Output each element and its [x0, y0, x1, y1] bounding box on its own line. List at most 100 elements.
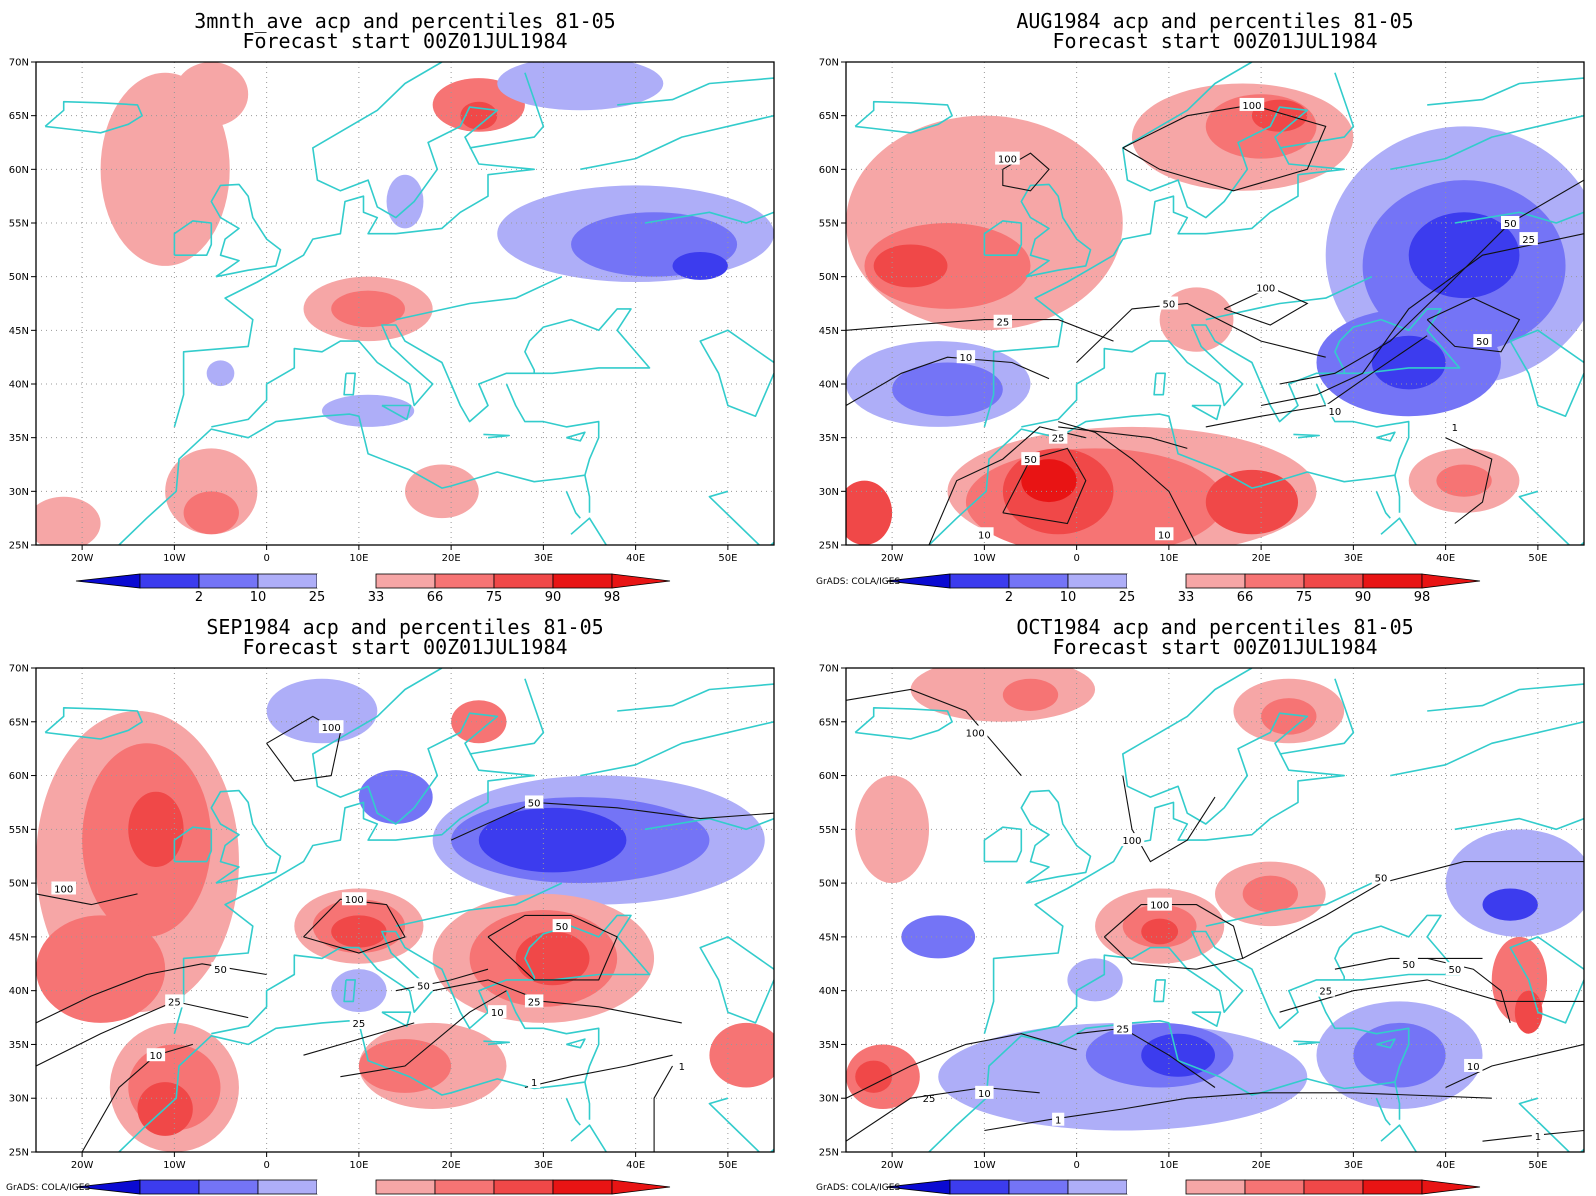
coastline [483, 433, 510, 439]
lon-tick-label: 0 [263, 553, 269, 564]
contour-label-box [1464, 1058, 1483, 1072]
lat-tick-label: 25N [9, 1148, 29, 1159]
contour-line [36, 893, 138, 906]
lat-tick-label: 30N [9, 1094, 29, 1105]
colorbar-label: 66 [1237, 590, 1254, 605]
contour-label: 50 [528, 798, 541, 809]
shaded-percentile-region [1159, 287, 1234, 352]
contour-label: 1 [679, 1062, 685, 1073]
colorbar-segment [1185, 573, 1246, 589]
coastline [1205, 275, 1373, 321]
shaded-percentile-region [1482, 888, 1538, 921]
lon-tick-label: 30E [1344, 553, 1363, 564]
contour-line [1445, 1043, 1584, 1088]
contour-label: 50 [1375, 874, 1388, 885]
lat-tick-label: 70N [819, 664, 839, 675]
lon-tick-label: 40E [626, 1160, 645, 1171]
coastline [44, 707, 143, 740]
coastline [1279, 678, 1355, 755]
shaded-percentile-region [174, 62, 249, 127]
contour-label: 50 [1504, 219, 1517, 230]
colorbar-segment [434, 573, 495, 589]
coastline [1380, 1124, 1418, 1152]
coastline [566, 1038, 586, 1049]
contour-label: 25 [528, 997, 541, 1008]
contour-label: 10 [1158, 530, 1171, 541]
coastline [580, 114, 774, 171]
map-panel-2: AUG1984 acp and percentiles 81-05Forecas… [816, 9, 1585, 605]
contour-label-box [1052, 1112, 1065, 1126]
lon-tick-label: 10W [973, 553, 996, 564]
contour-line [846, 319, 1114, 342]
lat-tick-label: 35N [9, 433, 29, 444]
colorbar-segment [1362, 573, 1423, 589]
coastline [173, 668, 535, 1034]
contour-label-box [1119, 833, 1145, 847]
coastline [1020, 789, 1092, 884]
coastline [211, 308, 651, 428]
contour-label-box [488, 1005, 507, 1019]
contour-label-box [528, 1075, 541, 1089]
coastline [395, 882, 563, 927]
contour-label-box [1501, 216, 1520, 229]
lat-tick-label: 70N [819, 58, 839, 69]
coastline [1509, 936, 1584, 1024]
colorbar-segment [1303, 573, 1364, 589]
colorbar-segment [375, 1179, 436, 1195]
shaded-percentile-region [497, 62, 664, 111]
shaded-percentile-region [1141, 918, 1179, 945]
coastline [1390, 721, 1584, 777]
coastline [483, 1040, 510, 1046]
contour-label-box [1021, 452, 1040, 466]
grads-credit: GrADS: COLA/IGES [6, 1183, 90, 1193]
contour-label-box [146, 1048, 166, 1062]
map-frame [845, 667, 1585, 1153]
contour-label: 10 [978, 1089, 991, 1100]
lat-tick-label: 55N [819, 825, 839, 836]
colorbar-segment [198, 573, 259, 589]
lon-tick-label: 0 [1073, 1160, 1079, 1171]
lon-tick-label: 50E [1528, 1160, 1547, 1171]
coastline [1380, 517, 1418, 545]
contour-label: 25 [1522, 235, 1535, 246]
colorbar-segment [1362, 1179, 1423, 1195]
shaded-percentile-region [1021, 459, 1077, 503]
coastline [469, 678, 545, 755]
shaded-percentile-region [515, 931, 590, 986]
contour-line [1002, 152, 1050, 192]
coastline [1427, 683, 1584, 712]
coastline [1279, 72, 1355, 149]
lon-tick-label: 30E [1344, 1160, 1363, 1171]
shaded-percentile-region [846, 480, 893, 545]
colorbar-label: 90 [1355, 590, 1372, 605]
contour-line [1482, 1129, 1584, 1142]
contour-label-box [318, 720, 344, 734]
contour-line [1058, 421, 1197, 545]
lon-tick-label: 20W [881, 553, 904, 564]
lon-tick-label: 10W [163, 553, 186, 564]
coastline [1021, 308, 1461, 428]
coastline [570, 517, 608, 545]
coastline [854, 100, 953, 134]
coastline [118, 383, 600, 545]
map-frame [35, 61, 775, 546]
contour-label: 50 [417, 981, 430, 992]
lon-tick-label: 0 [263, 1160, 269, 1171]
contour-label: 100 [1122, 836, 1141, 847]
lat-tick-label: 30N [9, 487, 29, 498]
coastline [565, 1097, 581, 1126]
contour-label: 50 [1402, 960, 1415, 971]
lon-tick-label: 40E [626, 553, 645, 564]
coastline [1390, 114, 1584, 171]
colorbar-segment [139, 573, 200, 589]
shaded-percentile-region [1371, 335, 1446, 390]
contour-label: 10 [491, 1008, 504, 1019]
coastline [343, 372, 356, 396]
coastline [1394, 1081, 1401, 1120]
contour-label: 25 [168, 997, 181, 1008]
lat-tick-label: 45N [819, 932, 839, 943]
coastline [1205, 882, 1373, 927]
colorbar-label: 33 [368, 590, 385, 605]
lat-tick-label: 45N [9, 326, 29, 337]
